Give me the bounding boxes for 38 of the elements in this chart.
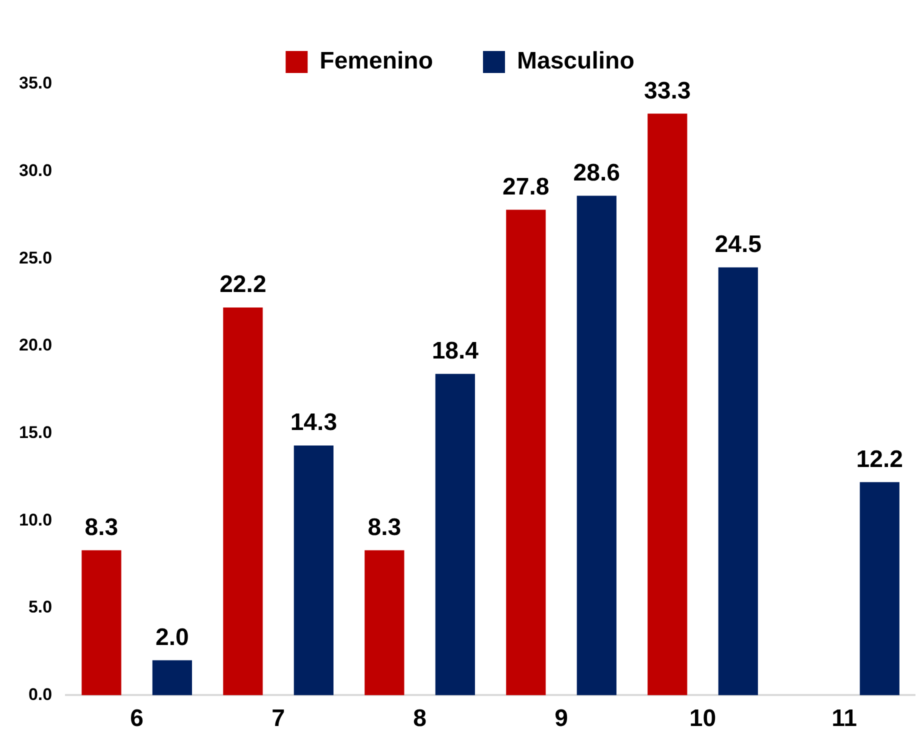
bar — [82, 550, 122, 696]
y-tick-label: 5.0 — [28, 598, 52, 617]
bar — [718, 267, 758, 696]
bar — [364, 550, 404, 696]
x-tick-label: 7 — [272, 705, 285, 732]
data-label: 14.3 — [290, 409, 338, 436]
bar — [294, 445, 334, 696]
bar — [506, 210, 546, 696]
y-tick-label: 35.0 — [18, 74, 52, 93]
bar — [576, 196, 616, 696]
y-tick-label: 10.0 — [18, 510, 52, 530]
data-label: 28.6 — [573, 159, 620, 186]
legend-label: Femenino — [320, 48, 433, 75]
x-tick-label: 10 — [689, 705, 716, 732]
data-label: 18.4 — [432, 338, 480, 365]
data-label: 33.3 — [644, 77, 691, 104]
bar — [152, 660, 192, 696]
bar — [435, 374, 475, 696]
data-label: 8.3 — [84, 514, 118, 541]
legend-label: Masculino — [516, 48, 634, 75]
bar — [223, 308, 263, 696]
bar — [648, 114, 688, 696]
y-tick-label: 20.0 — [18, 336, 52, 355]
y-tick-label: 30.0 — [18, 161, 52, 180]
x-tick-label: 6 — [130, 705, 144, 732]
data-label: 22.2 — [220, 271, 266, 298]
data-label: 12.2 — [856, 446, 903, 473]
x-tick-label: 8 — [413, 705, 426, 732]
y-tick-label: 0.0 — [28, 684, 52, 704]
y-tick-label: 15.0 — [18, 422, 52, 442]
data-label: 24.5 — [714, 230, 762, 258]
data-label: 8.3 — [368, 514, 402, 541]
data-label: 2.0 — [156, 624, 189, 651]
data-label: 27.8 — [502, 173, 550, 200]
x-tick-label: 11 — [832, 705, 857, 732]
y-tick-label: 25.0 — [18, 248, 52, 268]
x-tick-label: 9 — [554, 705, 568, 732]
bar — [860, 482, 900, 696]
